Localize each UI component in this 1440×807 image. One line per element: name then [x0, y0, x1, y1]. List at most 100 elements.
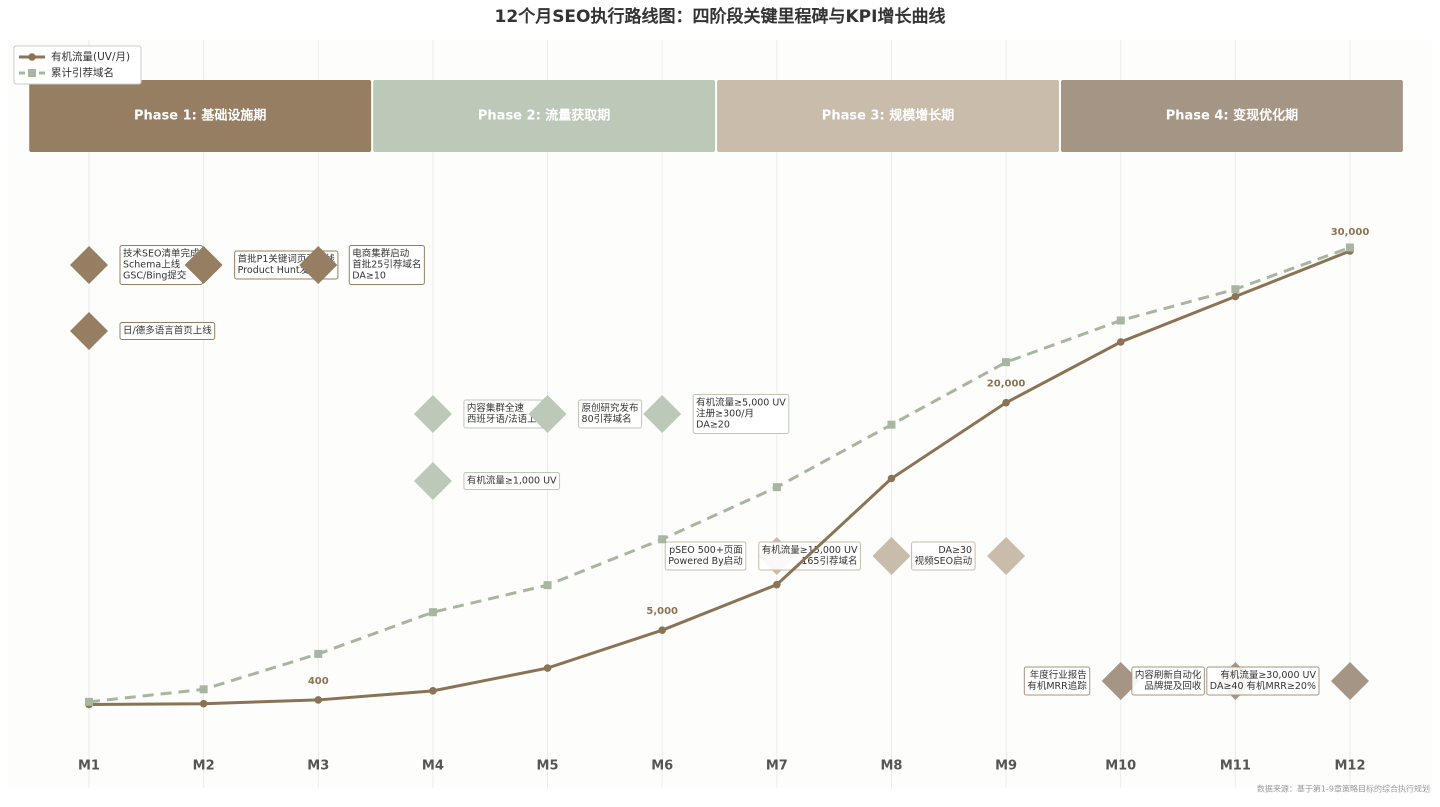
series-marker: [85, 697, 93, 706]
milestone-box: [911, 541, 976, 571]
legend-label: 累计引荐域名: [51, 66, 114, 79]
phase-header: [1060, 80, 1403, 152]
series-marker: [543, 581, 552, 590]
x-tick-label: M10: [1105, 759, 1136, 774]
milestone-text: 内容集群全速: [467, 402, 525, 414]
milestone-text: 品牌提及回收: [1144, 680, 1202, 692]
value-label: 30,000: [1331, 227, 1370, 238]
x-tick-label: M11: [1220, 759, 1251, 774]
milestone-box: [119, 322, 216, 340]
legend-marker: [28, 69, 36, 77]
phase-header: [29, 80, 372, 152]
milestone-box: [348, 245, 425, 285]
series-marker: [428, 608, 437, 617]
milestone-box: [1206, 666, 1320, 696]
series-marker: [314, 649, 323, 658]
milestone-text: 有机MRR追踪: [1027, 680, 1087, 692]
milestone-text: 原创研究发布: [582, 402, 639, 414]
milestone-text: 有机流量≥30,000 UV: [1220, 669, 1316, 681]
milestone-text: 年度行业报告: [1030, 669, 1087, 681]
x-tick-label: M5: [537, 759, 559, 774]
milestone-text: DA≥10: [352, 271, 386, 282]
milestone-box: [692, 394, 790, 434]
series-marker: [1116, 338, 1125, 346]
series-marker: [658, 535, 667, 544]
value-label: 5,000: [646, 606, 678, 617]
milestone-box: [1131, 666, 1205, 696]
milestone-diamond: [1331, 662, 1369, 700]
milestone-diamond: [987, 537, 1026, 575]
phase-header: [717, 80, 1059, 152]
milestone-text: 内容刷新自动化: [1135, 669, 1202, 681]
milestone-text: GSC/Bing提交: [123, 270, 187, 282]
x-tick-label: M9: [995, 759, 1017, 774]
milestone-diamond: [184, 246, 223, 284]
series-marker: [199, 699, 208, 708]
series-marker: [658, 626, 666, 634]
milestone-text: 首批25引荐域名: [352, 259, 421, 271]
milestone-diamond: [643, 395, 682, 433]
source-note: 数据来源：基于第1-9章策略目标的综合执行规划: [1257, 784, 1430, 794]
phase-title: Phase 2: 流量获取期: [478, 108, 610, 124]
series-line: [88, 249, 1351, 706]
milestone-text: 日/德多语言首页上线: [123, 325, 212, 337]
series-marker: [314, 696, 323, 704]
milestone-text: 80引荐域名: [582, 413, 632, 425]
value-label: 400: [308, 676, 329, 687]
x-tick-label: M8: [880, 759, 902, 774]
series-marker: [1346, 243, 1354, 252]
series-marker: [887, 474, 896, 483]
milestone-diamond: [70, 246, 108, 284]
legend-label: 有机流量(UV/月): [51, 50, 130, 63]
milestone-text: 电商集群启动: [352, 248, 409, 260]
phase-title: Phase 1: 基础设施期: [134, 108, 266, 124]
milestone-diamond: [413, 395, 452, 433]
milestone-box: [463, 472, 561, 490]
milestone-diamond: [299, 246, 338, 284]
x-tick-label: M1: [78, 759, 100, 774]
series-marker: [773, 580, 781, 589]
x-tick-label: M6: [651, 759, 673, 774]
milestone: 有机流量≥1,000 UV: [413, 462, 561, 500]
chart-title: 12个月SEO执行路线图：四阶段关键里程碑与KPI增长曲线: [495, 6, 946, 27]
milestone-text: 技术SEO清单完成: [123, 248, 200, 260]
series-marker: [1231, 285, 1240, 294]
milestone-text: 视频SEO启动: [915, 555, 973, 567]
milestone-text: 注册≥300/月: [696, 408, 754, 420]
milestone-text: 西班牙语/法语上线: [467, 413, 547, 425]
milestone-text: 有机流量≥15,000 UV: [762, 544, 858, 556]
milestone: 日/德多语言首页上线: [70, 312, 216, 350]
milestone-text: DA≥20: [696, 420, 730, 431]
milestone-diamond: [872, 537, 911, 575]
phase-header: [373, 80, 716, 152]
series-marker: [1116, 316, 1125, 325]
series-marker: [543, 664, 552, 672]
milestone-text: 165引荐域名: [801, 555, 857, 567]
series-marker: [887, 420, 896, 429]
x-tick-label: M4: [422, 759, 444, 774]
x-tick-label: M12: [1334, 759, 1365, 774]
milestone-text: pSEO 500+页面: [669, 545, 743, 556]
legend-marker: [28, 53, 36, 61]
milestone-text: Product Hunt发布: [238, 264, 319, 276]
milestone-text: DA≥30: [938, 545, 972, 556]
value-label: 20,000: [987, 379, 1026, 390]
milestone-diamond: [1101, 662, 1140, 700]
milestone-box: [1023, 666, 1091, 696]
milestone-text: DA≥40 有机MRR≥20%: [1210, 680, 1316, 692]
milestone-diamond: [528, 395, 567, 433]
phase-title: Phase 4: 变现优化期: [1166, 108, 1298, 124]
milestone-text: Schema上线: [123, 259, 181, 271]
milestone-text: Powered By启动: [668, 555, 743, 567]
milestone-text: 有机流量≥1,000 UV: [467, 475, 557, 487]
